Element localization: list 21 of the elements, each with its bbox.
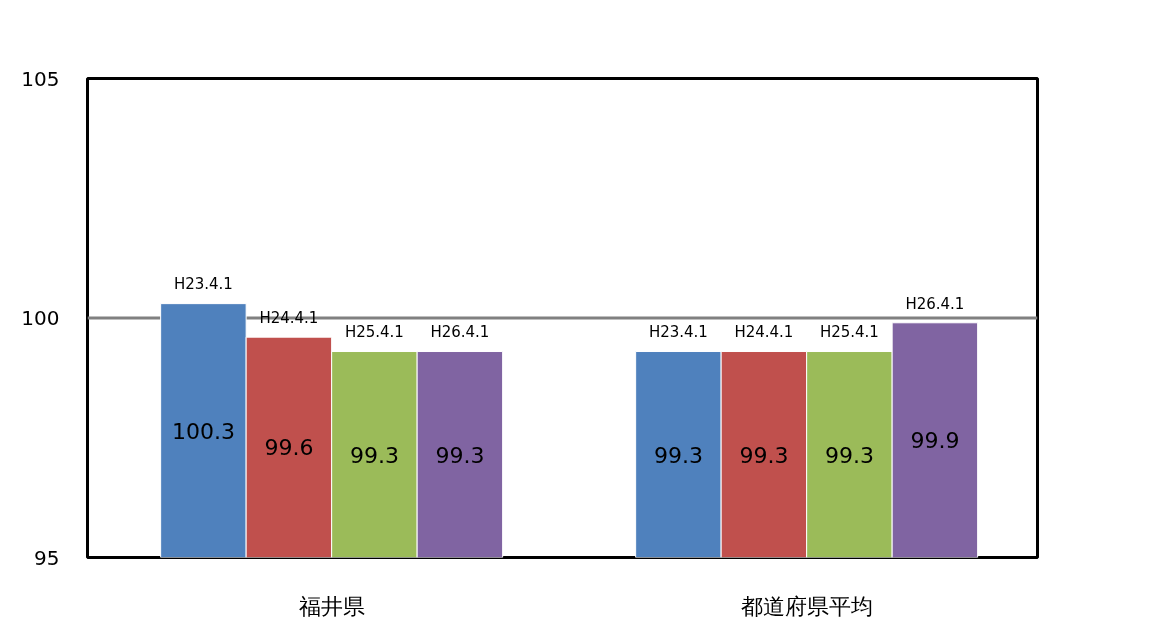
data-label: 100.3 (171, 418, 235, 444)
data-label: 99.9 (910, 428, 960, 454)
text: H24.4.1 (259, 309, 319, 327)
data-label: 99.3 (739, 442, 789, 468)
data-label: 99.3 (435, 442, 485, 468)
data-label: 99.6 (264, 435, 314, 461)
series-label: H23.4.1 (173, 275, 233, 294)
text: H23.4.1 (648, 323, 708, 342)
series-label: H26.4.1 (430, 323, 490, 342)
text: H25.4.1 (819, 323, 879, 342)
data-label: 99.3 (824, 442, 874, 468)
data-label: 99.3 (349, 442, 399, 468)
y-tick-label: 95 (34, 545, 60, 570)
text: H26.4.1 (905, 294, 965, 313)
series-label: H24.4.1 (734, 323, 794, 342)
y-tick-label: 105 (21, 66, 60, 91)
data-label: 99.3 (653, 442, 703, 468)
y-tick-label: 100 (21, 306, 60, 330)
x-tick-label: 福井県 (298, 593, 365, 619)
series-label: H25.4.1 (344, 323, 404, 342)
x-tick-label: 都道府県平均 (740, 593, 873, 619)
